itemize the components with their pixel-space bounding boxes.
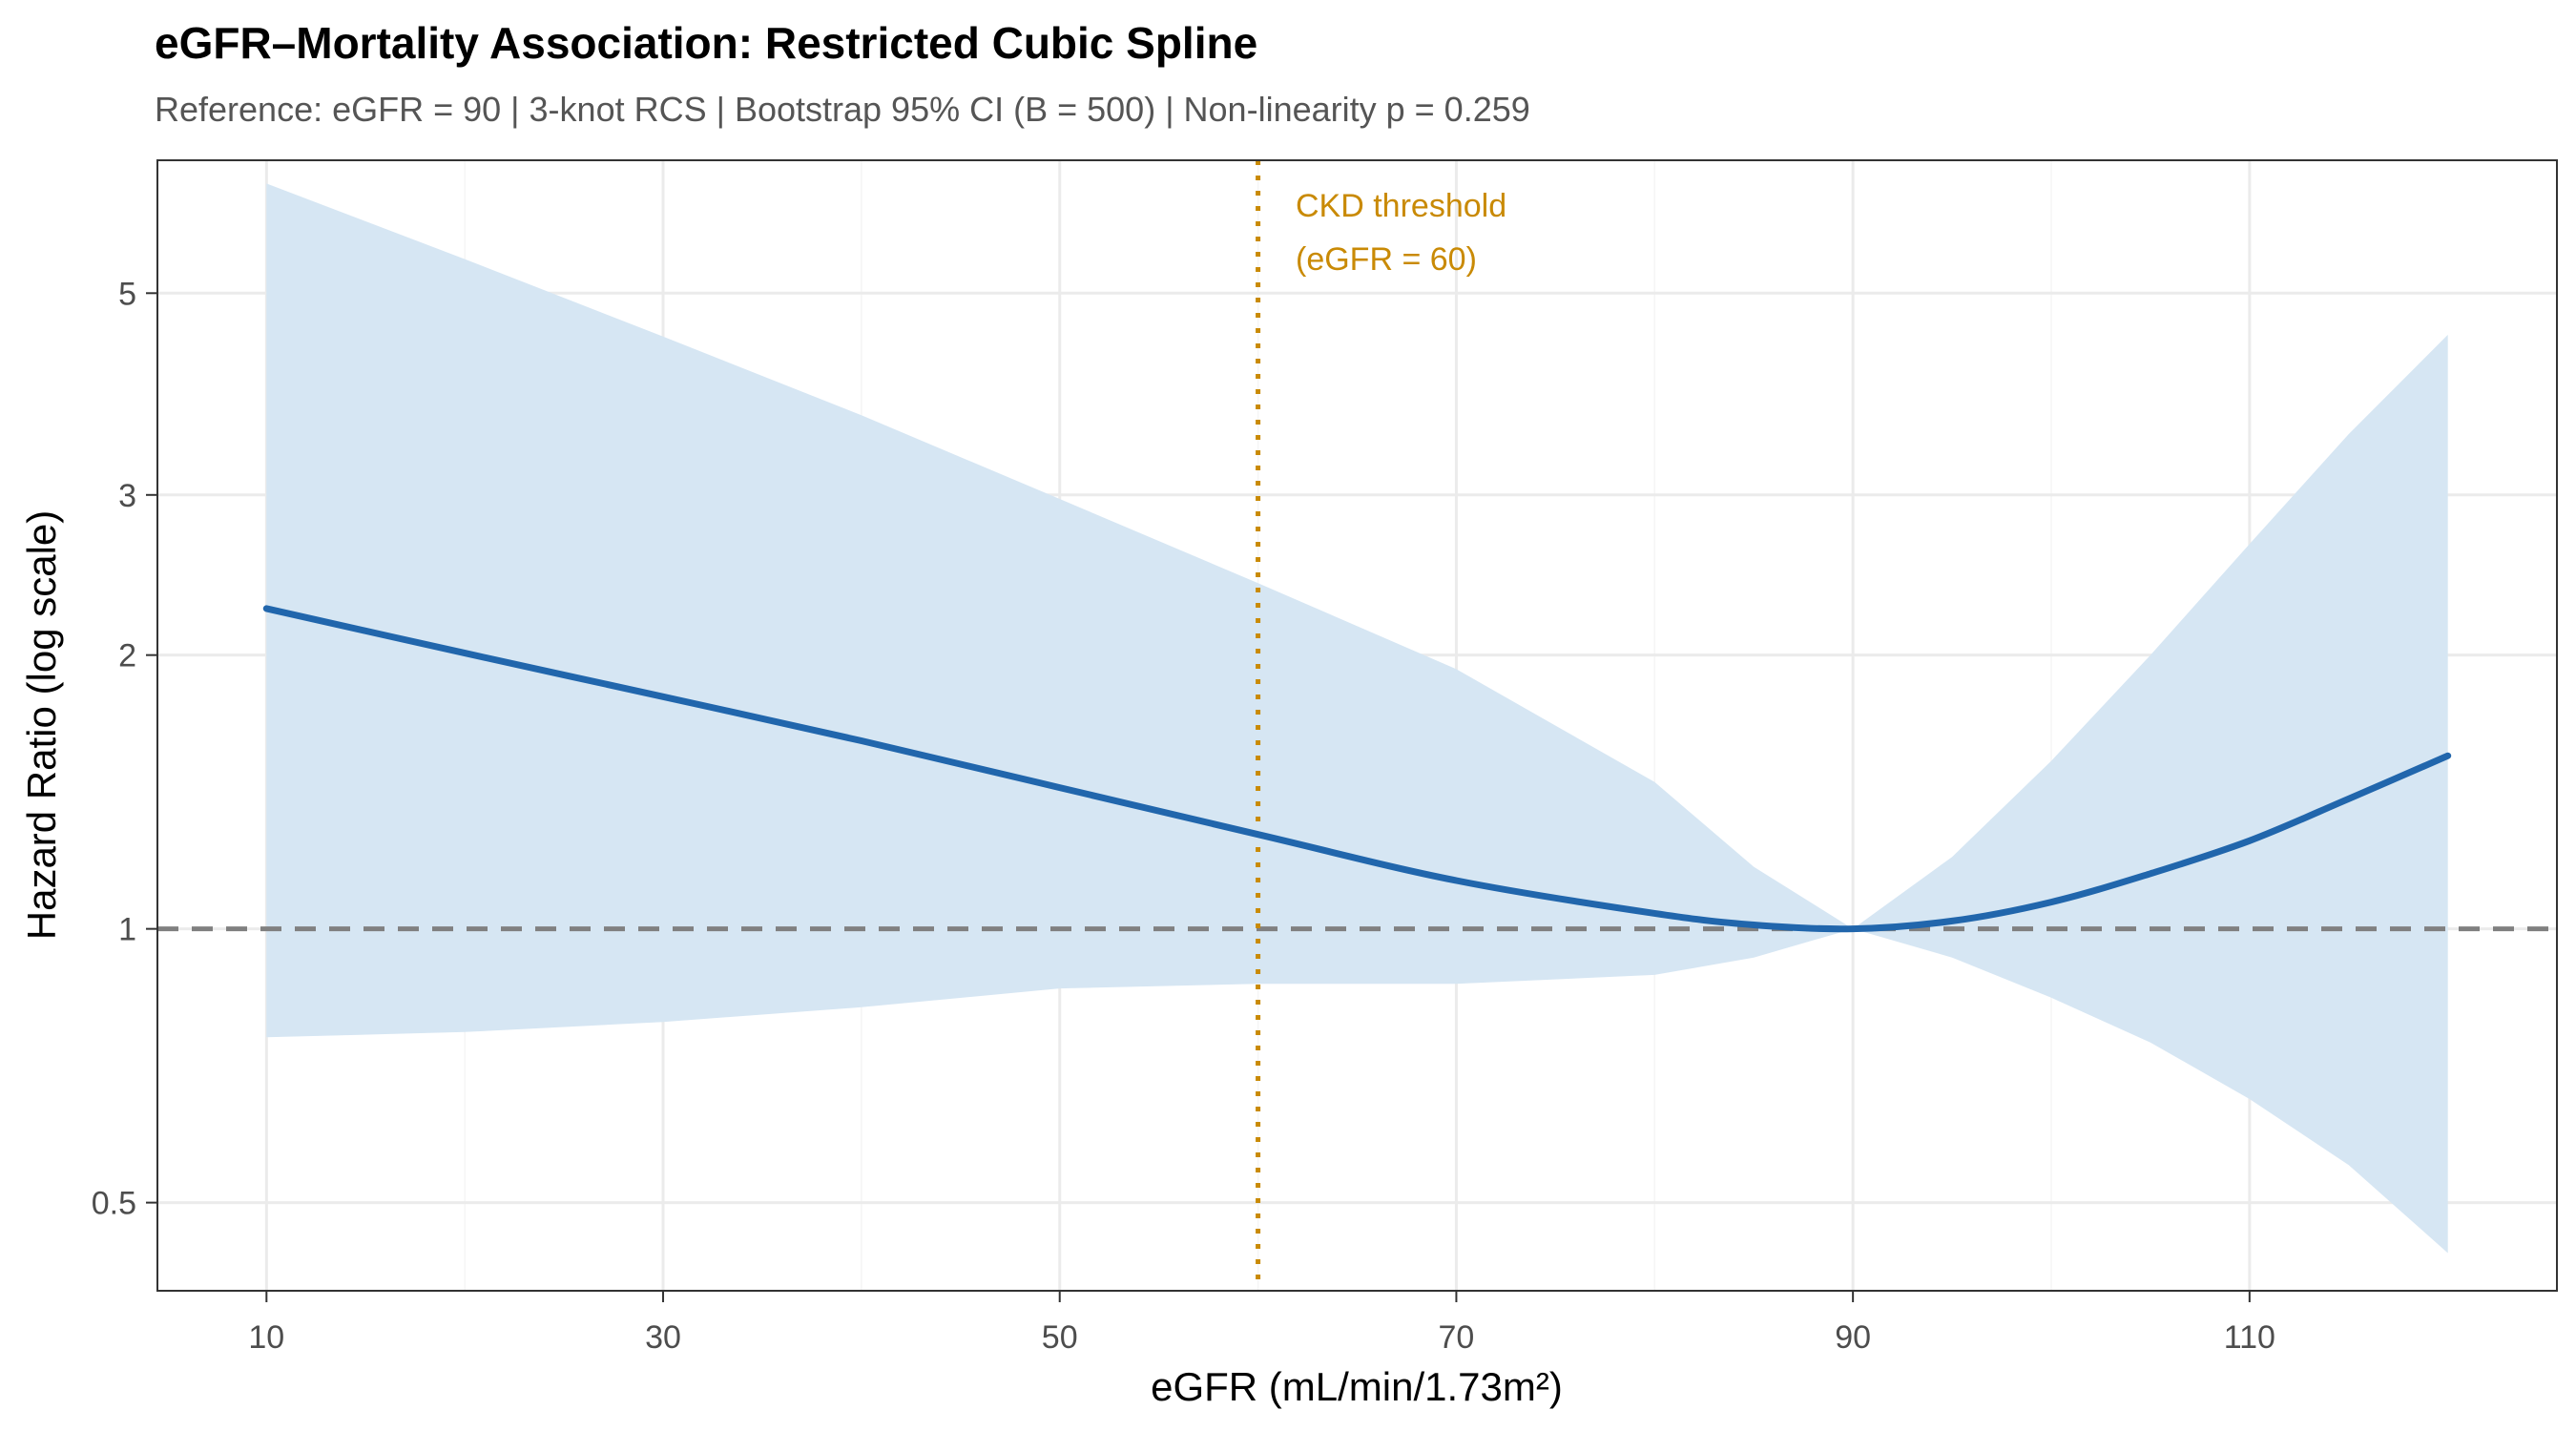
annotation-layer: CKD threshold (eGFR = 60) xyxy=(1296,188,1506,278)
reference-line-layer xyxy=(157,160,2557,1291)
chart-subtitle: Reference: eGFR = 90 | 3-knot RCS | Boot… xyxy=(155,90,1530,129)
y-tick-label: 3 xyxy=(118,478,136,514)
x-tick-label: 50 xyxy=(1042,1319,1078,1356)
y-tick-label: 1 xyxy=(118,912,136,948)
series-line-layer xyxy=(262,605,2452,933)
x-tick-label: 70 xyxy=(1439,1319,1475,1356)
threshold-label-line-2: (eGFR = 60) xyxy=(1296,241,1477,278)
y-tick-label: 2 xyxy=(118,638,136,674)
y-axis-title: Hazard Ratio (log scale) xyxy=(19,510,64,941)
x-axis: 10 30 50 70 90 110 xyxy=(248,1291,2275,1356)
ci-ribbon-layer xyxy=(266,183,2448,1254)
y-axis: 0.5 1 2 3 5 xyxy=(92,276,157,1222)
y-tick-label: 5 xyxy=(118,276,136,312)
x-tick-label: 110 xyxy=(2224,1319,2275,1356)
plot-border xyxy=(156,159,2558,1292)
chart-title: eGFR–Mortality Association: Restricted C… xyxy=(155,18,1258,68)
threshold-label-line-1: CKD threshold xyxy=(1296,188,1506,224)
x-tick-label: 90 xyxy=(1835,1319,1871,1356)
hazard-ratio-spline xyxy=(262,605,2452,933)
x-tick-label: 30 xyxy=(645,1319,681,1356)
x-axis-title: eGFR (mL/min/1.73m²) xyxy=(1151,1364,1563,1409)
y-tick-label: 0.5 xyxy=(92,1186,136,1222)
ci-ribbon xyxy=(266,183,2448,1254)
x-tick-label: 10 xyxy=(248,1319,284,1356)
